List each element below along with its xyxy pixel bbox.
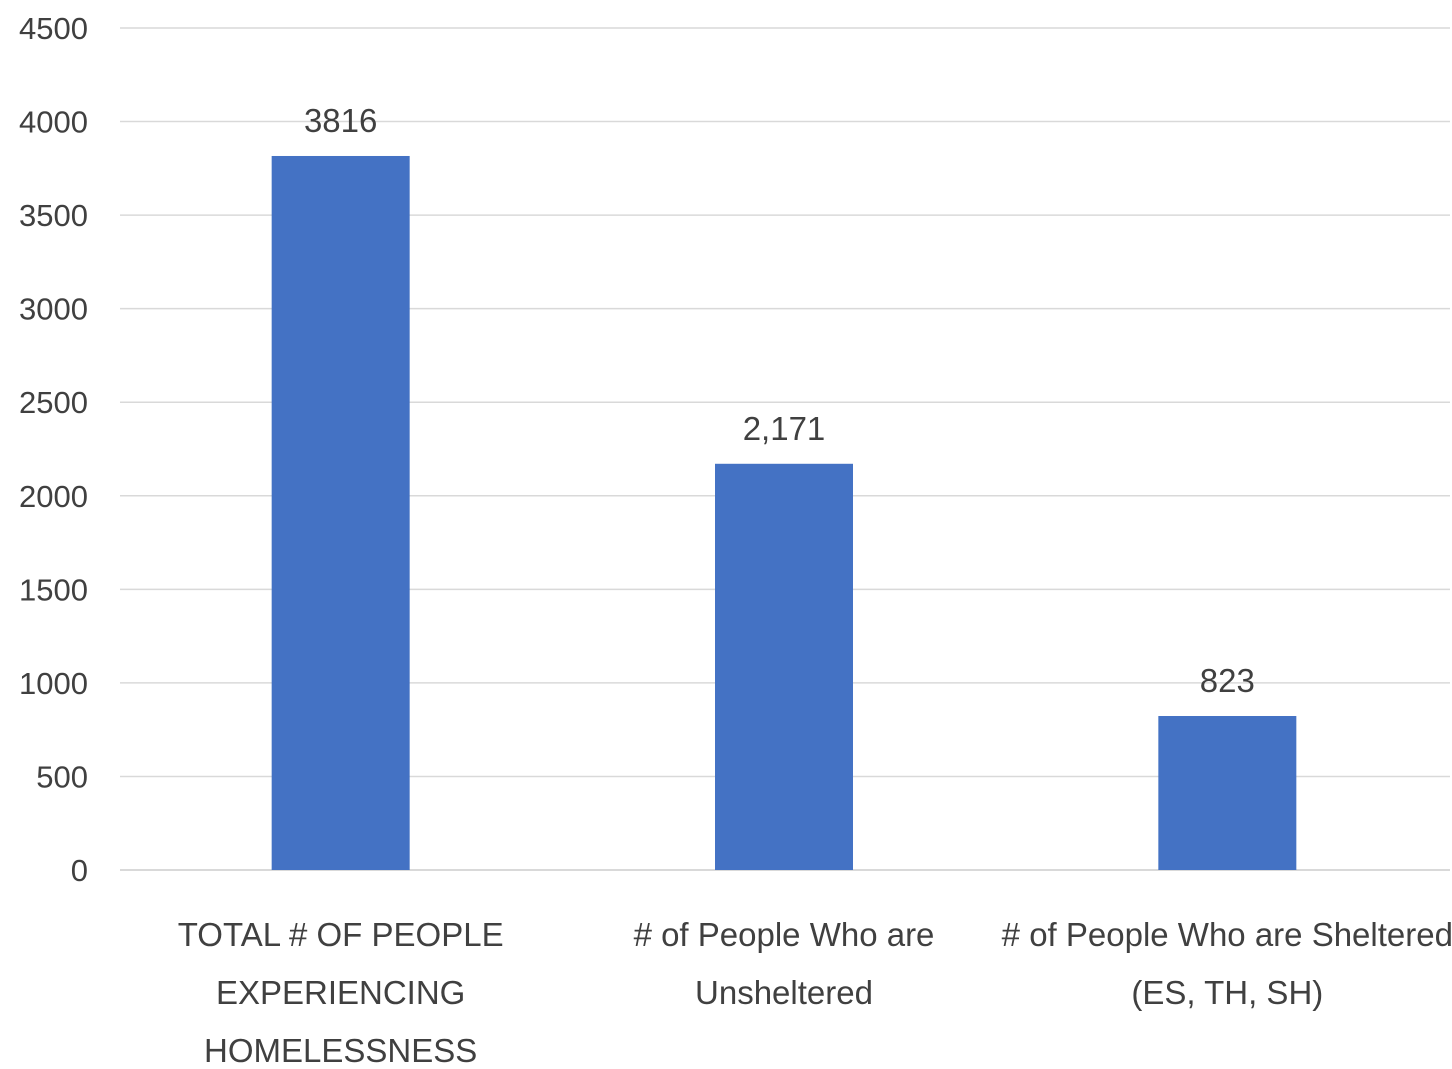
- category-label-line: # of People Who are: [634, 916, 935, 953]
- category-label-2: # of People Who are Unsheltered: [634, 916, 935, 1011]
- category-label-1: TOTAL # OF PEOPLE EXPERIENCING HOMELESSNES…: [178, 916, 504, 1069]
- data-labels: 3816 2,171 823: [304, 102, 1255, 699]
- data-label-3: 823: [1200, 662, 1255, 699]
- data-label-1: 3816: [304, 102, 377, 139]
- category-label-line: # of People Who are Sheltered: [1002, 916, 1452, 953]
- category-label-line: (ES, TH, SH): [1131, 974, 1323, 1011]
- y-tick-label-3500: 3500: [19, 198, 88, 233]
- y-tick-label-4000: 4000: [19, 105, 88, 140]
- y-tick-label-1000: 1000: [19, 666, 88, 701]
- bar-1: [271, 155, 410, 870]
- category-label-line: HOMELESSNESS: [204, 1032, 477, 1069]
- data-label-2: 2,171: [743, 410, 826, 447]
- y-tick-label-3000: 3000: [19, 292, 88, 327]
- y-tick-label-2000: 2000: [19, 479, 88, 514]
- y-tick-label-0: 0: [71, 853, 88, 888]
- x-axis-category-labels: TOTAL # OF PEOPLE EXPERIENCING HOMELESSNES…: [178, 916, 1452, 1069]
- bar-2: [715, 463, 853, 870]
- category-label-3: # of People Who are Sheltered (ES, TH, SH…: [1002, 916, 1452, 1011]
- y-tick-label-4500: 4500: [19, 11, 88, 46]
- y-axis-tick-labels: 0 500 1000 1500 2000 2500 3000 3500 4000 4500: [19, 11, 88, 888]
- bars: [271, 155, 1297, 870]
- y-tick-label-1500: 1500: [19, 572, 88, 607]
- category-label-line: EXPERIENCING: [216, 974, 465, 1011]
- bar-3: [1158, 716, 1297, 870]
- y-tick-label-500: 500: [36, 759, 88, 794]
- category-label-line: TOTAL # OF PEOPLE: [178, 916, 504, 953]
- category-label-line: Unsheltered: [695, 974, 873, 1011]
- y-tick-label-2500: 2500: [19, 385, 88, 420]
